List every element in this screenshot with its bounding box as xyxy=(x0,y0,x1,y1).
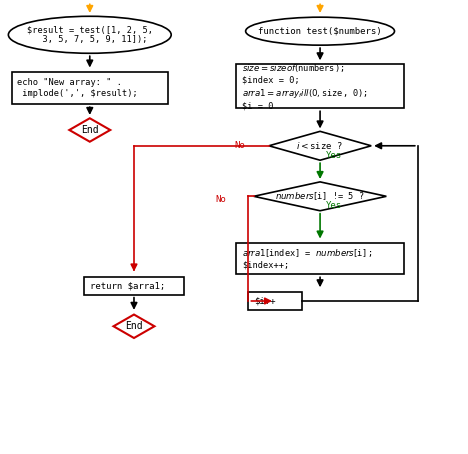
Text: $numbers[$i] != 5 ?: $numbers[$i] != 5 ? xyxy=(275,190,365,202)
Text: End: End xyxy=(81,125,99,135)
Text: Yes: Yes xyxy=(326,202,342,211)
Polygon shape xyxy=(69,118,110,142)
Text: No: No xyxy=(215,195,226,204)
Text: End: End xyxy=(125,321,143,331)
Text: echo "New array: " .
 implode(',', $result);: echo "New array: " . implode(',', $resul… xyxy=(17,79,138,98)
Text: $i < $size ?: $i < $size ? xyxy=(297,140,344,151)
Text: $i++: $i++ xyxy=(254,296,275,306)
FancyBboxPatch shape xyxy=(236,64,404,109)
Text: $size = sizeof($numbers);
$index = 0;
$arra1 = array_fill (0, $size, 0);
$i = 0: $size = sizeof($numbers); $index = 0; $a… xyxy=(242,62,368,110)
FancyBboxPatch shape xyxy=(12,72,168,104)
FancyBboxPatch shape xyxy=(236,243,404,274)
Text: $result = test([1, 2, 5,
  3, 5, 7, 5, 9, 11]);: $result = test([1, 2, 5, 3, 5, 7, 5, 9, … xyxy=(27,25,153,44)
Polygon shape xyxy=(114,315,154,338)
Text: $arra1[$index] = $numbers[$i];
$index++;: $arra1[$index] = $numbers[$i]; $index++; xyxy=(242,247,372,270)
FancyBboxPatch shape xyxy=(84,276,184,295)
Text: function test($numbers): function test($numbers) xyxy=(258,27,382,36)
Text: Yes: Yes xyxy=(326,151,342,159)
FancyBboxPatch shape xyxy=(248,292,302,310)
Polygon shape xyxy=(269,131,371,160)
Ellipse shape xyxy=(8,16,171,53)
Text: return $arra1;: return $arra1; xyxy=(89,281,165,290)
Text: No: No xyxy=(234,142,245,150)
Ellipse shape xyxy=(246,17,395,45)
Polygon shape xyxy=(254,182,387,211)
